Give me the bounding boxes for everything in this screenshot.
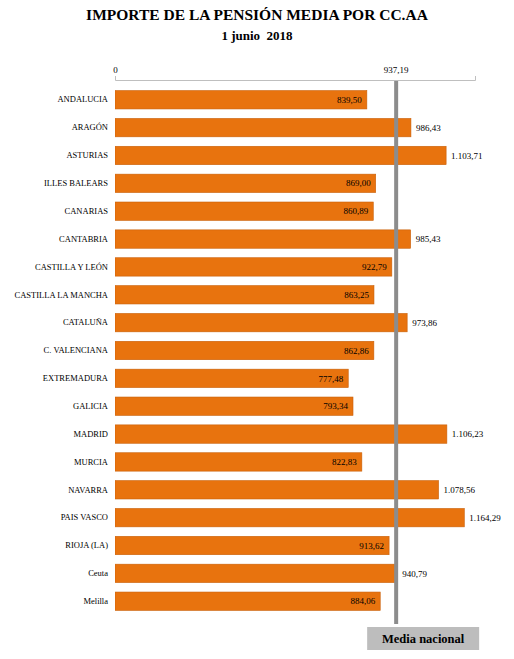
- category-label: CASTILLA LA MANCHA: [14, 290, 108, 300]
- category-label: C. VALENCIANA: [44, 345, 109, 355]
- category-label: NAVARRA: [68, 485, 109, 495]
- category-label: ILLES BALEARS: [44, 178, 108, 188]
- category-label: EXTREMADURA: [43, 373, 109, 383]
- bars: [115, 80, 464, 624]
- data-label: 884,06: [350, 596, 375, 606]
- x-axis: 0: [113, 65, 475, 81]
- data-label: 839,50: [337, 95, 362, 105]
- reference-label: 937,19: [384, 65, 409, 75]
- chart-svg: IMPORTE DE LA PENSIÓN MEDIA POR CC.AA 1 j…: [0, 0, 514, 659]
- category-label: PAIS VASCO: [61, 512, 108, 522]
- data-label: 793,34: [323, 401, 348, 411]
- bar: [115, 313, 407, 331]
- bar: [115, 508, 464, 526]
- category-label: ASTURIAS: [66, 150, 108, 160]
- bar: [115, 592, 380, 610]
- tick: PAIS VASCO: [61, 512, 108, 522]
- data-label: 777,48: [318, 374, 343, 384]
- bar: [115, 174, 376, 192]
- bar: [115, 481, 439, 499]
- reference-name: Media nacional: [382, 632, 465, 646]
- category-label: CANARIAS: [65, 206, 109, 216]
- category-label: MURCIA: [74, 457, 109, 467]
- tick: CANTABRIA: [59, 234, 109, 244]
- data-label: 985,43: [416, 234, 441, 244]
- category-label: CATALUÑA: [63, 317, 109, 327]
- tick: RIOJA (LA): [65, 540, 108, 550]
- title: IMPORTE DE LA PENSIÓN MEDIA POR CC.AA: [86, 6, 429, 23]
- data-label: 869,00: [346, 178, 371, 188]
- tick: CANARIAS: [65, 206, 109, 216]
- data-label: 913,62: [359, 541, 384, 551]
- bar: [115, 286, 374, 304]
- data-label: 986,43: [416, 123, 441, 133]
- data-label: 860,89: [344, 206, 369, 216]
- data-label: 1.106,23: [452, 429, 484, 439]
- bar: [115, 230, 411, 248]
- bar: [115, 341, 374, 359]
- category-label: CASTILLA Y LEÓN: [35, 262, 108, 272]
- axis-line: [116, 76, 476, 81]
- category-label: GALICIA: [73, 401, 109, 411]
- tick: Melilla: [83, 596, 108, 606]
- category-label: ARAGÓN: [72, 122, 108, 132]
- tick-label: 0: [113, 65, 118, 75]
- tick: GALICIA: [73, 401, 109, 411]
- tick: CATALUÑA: [63, 317, 109, 327]
- category-label: RIOJA (LA): [65, 540, 108, 550]
- bar: [115, 91, 367, 109]
- bar: [115, 564, 397, 582]
- bar: [115, 369, 348, 387]
- data-labels: 839,50 986,43 1.103,71 869,00 860,89 985,43 92…: [318, 95, 501, 606]
- data-label: 1.164,29: [469, 513, 501, 523]
- tick: NAVARRA: [68, 485, 109, 495]
- data-label: 973,86: [412, 318, 437, 328]
- tick: EXTREMADURA: [43, 373, 109, 383]
- chart-container: IMPORTE DE LA PENSIÓN MEDIA POR CC.AA 1 j…: [0, 0, 514, 659]
- bar: [115, 118, 411, 136]
- tick: MURCIA: [74, 457, 109, 467]
- tick: C. VALENCIANA: [44, 345, 109, 355]
- tick: Ceuta: [88, 568, 108, 578]
- tick: ASTURIAS: [66, 150, 108, 160]
- bar: [115, 397, 353, 415]
- tick: ILLES BALEARS: [44, 178, 108, 188]
- bar: [115, 453, 362, 471]
- category-label: Melilla: [83, 596, 108, 606]
- tick: ANDALUCIA: [57, 94, 108, 104]
- reference-line: [394, 80, 398, 624]
- category-label: Ceuta: [88, 568, 108, 578]
- subtitle: 1 junio 2018: [221, 28, 293, 43]
- tick: CASTILLA Y LEÓN: [35, 262, 108, 272]
- bar: [115, 536, 389, 554]
- tick-mark: [115, 76, 116, 80]
- tick: ARAGÓN: [72, 122, 108, 132]
- data-label: 1.078,56: [444, 485, 476, 495]
- category-label: CANTABRIA: [59, 234, 109, 244]
- tick: 0: [113, 65, 118, 80]
- tick: CASTILLA LA MANCHA: [14, 290, 108, 300]
- data-label: 1.103,71: [451, 151, 483, 161]
- y-axis: ANDALUCIA ARAGÓN ASTURIAS ILLES BALEARS CANA…: [14, 94, 108, 605]
- data-label: 822,83: [332, 457, 357, 467]
- data-label: 863,25: [344, 290, 369, 300]
- tick: MADRID: [74, 429, 108, 439]
- data-label: 922,79: [362, 262, 387, 272]
- data-label: 862,86: [344, 346, 369, 356]
- category-label: MADRID: [74, 429, 108, 439]
- bar: [115, 202, 373, 220]
- data-label: 940,79: [402, 569, 427, 579]
- reference-box: Media nacional: [367, 627, 479, 650]
- reference-box-bg: [367, 627, 479, 650]
- bar: [115, 258, 392, 276]
- category-label: ANDALUCIA: [57, 94, 108, 104]
